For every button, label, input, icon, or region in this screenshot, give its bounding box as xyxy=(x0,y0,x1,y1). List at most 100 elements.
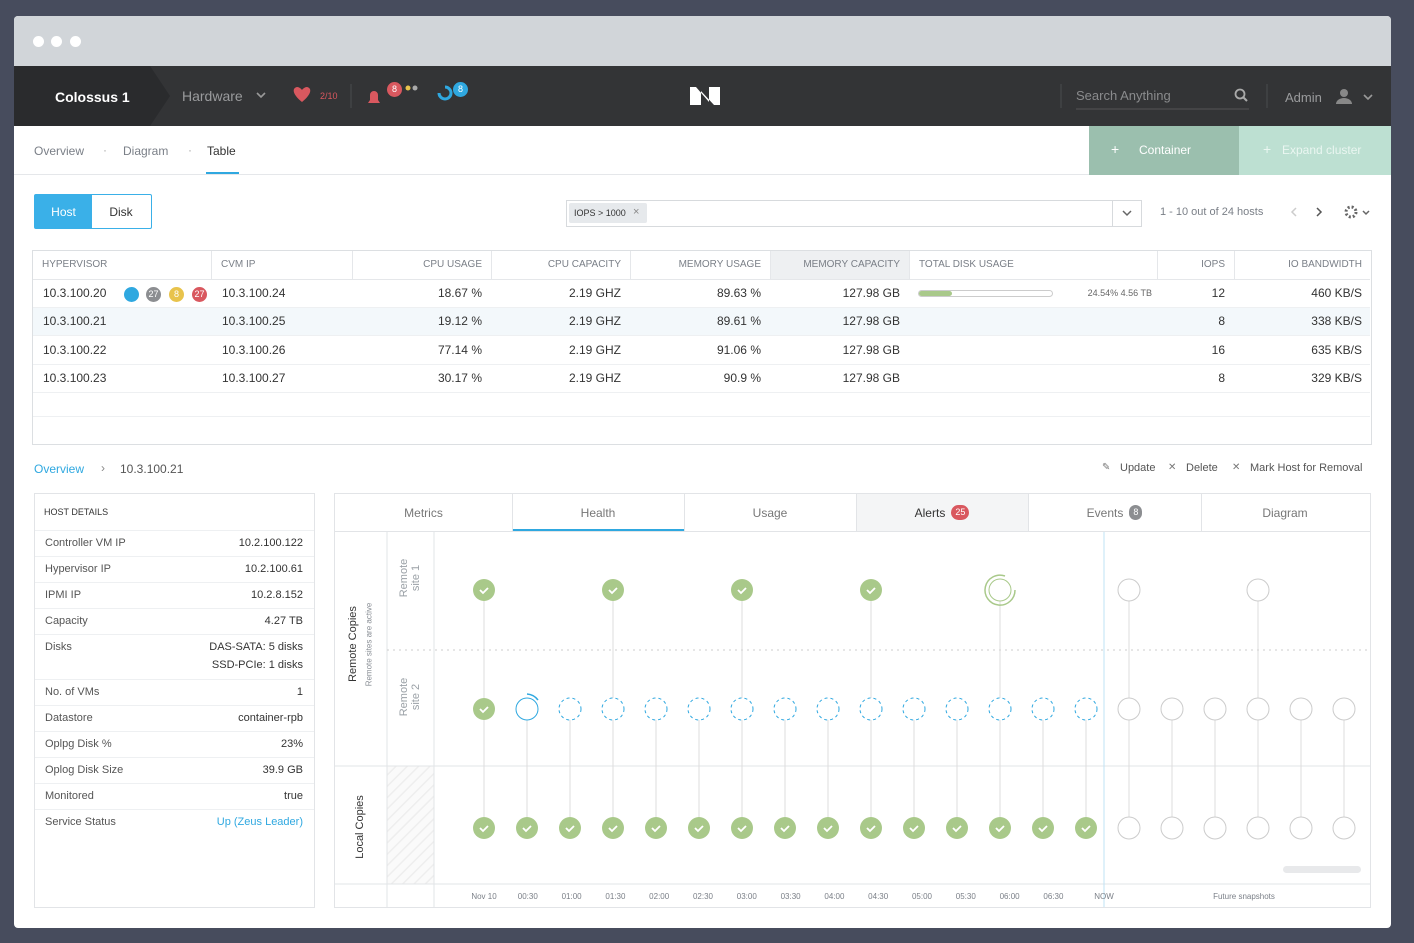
search-box[interactable]: Search Anything xyxy=(1076,88,1171,103)
tab-label: Usage xyxy=(752,505,788,520)
detail-row-border xyxy=(35,634,314,635)
cell: 2.19 GHZ xyxy=(568,371,621,385)
snapshot-done xyxy=(903,817,925,839)
expand-button[interactable] xyxy=(1239,126,1391,175)
detail-key: IPMI IP xyxy=(45,589,82,601)
detail-value: SSD-PCIe: 1 disks xyxy=(211,659,303,671)
host-action[interactable]: Mark Host for Removal xyxy=(1250,462,1363,474)
check xyxy=(1038,825,1048,833)
divider xyxy=(335,531,1370,532)
column-divider xyxy=(1234,251,1235,279)
panel-tab[interactable]: Events 8 xyxy=(1028,494,1202,531)
toggle-option[interactable]: Host xyxy=(51,205,76,219)
check xyxy=(565,825,575,833)
cell: 10.3.100.23 xyxy=(43,371,107,385)
tab-label: Health xyxy=(580,505,616,520)
column-divider xyxy=(211,251,212,279)
detail-row-border xyxy=(35,582,314,583)
cell: 10.3.100.26 xyxy=(222,343,286,357)
detail-key: Service Status xyxy=(45,816,116,828)
column-header[interactable]: IOPS xyxy=(1201,259,1225,270)
snapshot-pending xyxy=(988,697,1012,721)
column-divider xyxy=(491,251,492,279)
tasks-badge[interactable]: 8 xyxy=(453,82,468,97)
status-badge: 27 xyxy=(146,287,161,302)
filter-tag[interactable]: IOPS > 1000 xyxy=(574,208,626,218)
host-action[interactable]: Update xyxy=(1120,462,1156,474)
cell: 10.3.100.21 xyxy=(43,314,107,328)
time-label: 02:00 xyxy=(649,892,670,901)
container-button[interactable] xyxy=(1089,126,1239,175)
column-header[interactable]: CPU USAGE xyxy=(423,259,482,270)
detail-key: Datastore xyxy=(45,712,93,724)
panel-tab[interactable]: Metrics xyxy=(335,494,513,531)
disk-usage: 24.54% 4.56 TB xyxy=(1087,288,1152,298)
row-border xyxy=(33,416,1370,417)
check xyxy=(694,825,704,833)
cell: 8 xyxy=(1218,371,1225,385)
snapshot-running xyxy=(515,697,539,721)
column-header[interactable]: IO BANDWIDTH xyxy=(1288,259,1362,270)
panel-tab[interactable]: Usage xyxy=(684,494,857,531)
cell: 10.3.100.20 xyxy=(43,286,107,300)
snapshot-future xyxy=(1246,697,1270,721)
tab[interactable]: Overview xyxy=(34,144,85,158)
row-border xyxy=(33,335,1370,336)
divider xyxy=(1112,200,1113,227)
cell: 10.3.100.24 xyxy=(222,286,286,300)
tab[interactable]: Table xyxy=(207,144,236,158)
alerts-badge[interactable]: 8 xyxy=(387,82,402,97)
snapshot-pending xyxy=(730,697,754,721)
action-button-label[interactable]: Container xyxy=(1139,143,1192,157)
paging: 1 - 10 out of 24 hosts xyxy=(1160,206,1264,218)
time-label: 01:00 xyxy=(561,892,582,901)
column-header[interactable]: TOTAL DISK USAGE xyxy=(919,259,1014,270)
detail-value: DAS-SATA: 5 disks xyxy=(209,641,303,653)
filter-tag-bg xyxy=(569,203,647,223)
check xyxy=(866,587,876,595)
detail-key: Hypervisor IP xyxy=(45,563,112,575)
group-label: Local Copies xyxy=(354,795,366,859)
column-header[interactable]: CPU CAPACITY xyxy=(547,259,621,270)
tag-remove[interactable]: × xyxy=(633,206,640,218)
column-header[interactable]: MEMORY CAPACITY xyxy=(803,259,900,270)
time-label: 05:00 xyxy=(911,892,933,901)
tab-label: Metrics xyxy=(404,505,443,520)
snapshot-done xyxy=(946,817,968,839)
check xyxy=(522,825,532,833)
user-menu[interactable]: Admin xyxy=(1285,90,1322,105)
detail-value[interactable]: Up (Zeus Leader) xyxy=(216,816,303,828)
panel-tab[interactable]: Diagram xyxy=(1201,494,1369,531)
column-header[interactable]: HYPERVISOR xyxy=(42,259,108,270)
cluster-name[interactable]: Colossus 1 xyxy=(55,89,130,105)
action-button-label[interactable]: Expand cluster xyxy=(1282,143,1362,157)
panel xyxy=(334,493,1371,908)
column-header[interactable]: MEMORY USAGE xyxy=(678,259,761,270)
column-header[interactable]: CVM IP xyxy=(221,259,256,270)
check xyxy=(952,825,962,833)
action-icon: ✕ xyxy=(1168,462,1177,473)
snapshot-done xyxy=(989,817,1011,839)
column-divider xyxy=(1157,251,1158,279)
host-action[interactable]: Delete xyxy=(1186,462,1218,474)
cell: 8 xyxy=(1218,314,1225,328)
filter-input[interactable] xyxy=(566,200,1142,227)
tab[interactable]: Diagram xyxy=(123,144,169,158)
snapshot-done xyxy=(645,817,667,839)
panel-tab[interactable]: Alerts 25 xyxy=(856,494,1029,531)
snapshot-done xyxy=(688,817,710,839)
cell: 16 xyxy=(1211,343,1225,357)
snapshot-future xyxy=(1246,816,1270,840)
cell: 10.3.100.25 xyxy=(222,314,286,328)
menu[interactable]: Hardware xyxy=(182,88,243,104)
breadcrumb-link[interactable]: Overview xyxy=(34,462,85,476)
health-count[interactable]: 2/10 xyxy=(320,91,338,101)
panel-tab[interactable]: Health xyxy=(512,494,685,531)
cell: 12 xyxy=(1211,286,1225,300)
plus-icon: + xyxy=(1111,141,1120,157)
spinner xyxy=(526,693,539,701)
toggle-option[interactable]: Disk xyxy=(109,205,133,219)
nav-bar xyxy=(14,66,1391,126)
time-label: 04:00 xyxy=(824,892,845,901)
